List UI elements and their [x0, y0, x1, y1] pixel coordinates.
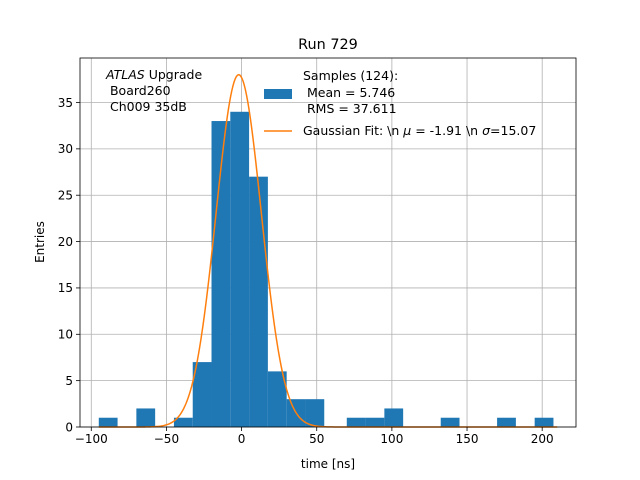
histogram-bar [267, 371, 287, 427]
legend-histogram-mean: Mean = 5.746 [303, 85, 395, 100]
x-tick-label: −100 [75, 432, 108, 446]
chart-title: Run 729 [298, 37, 358, 53]
histogram-bar [384, 408, 404, 427]
histogram-bar [365, 417, 385, 427]
x-axis-label: time [ns] [301, 457, 355, 471]
histogram-bar [497, 417, 516, 427]
x-tick-label: 150 [456, 432, 479, 446]
y-tick-label: 15 [58, 281, 73, 295]
atlas-label: ATLAS [105, 67, 145, 82]
y-tick-label: 0 [65, 420, 73, 434]
fit-label-prefix: Gaussian Fit: \n [303, 123, 403, 138]
y-tick-label: 20 [58, 235, 73, 249]
histogram-bar [173, 417, 193, 427]
legend-histogram-rms: RMS = 37.611 [303, 101, 397, 116]
histogram-bar [249, 176, 268, 427]
histogram-bar [346, 417, 366, 427]
histogram-bar [305, 399, 325, 427]
histogram-bars [98, 111, 554, 428]
legend-histogram-swatch [264, 89, 292, 99]
y-tick-label: 30 [58, 142, 73, 156]
legend-fit-label: Gaussian Fit: \n μ = -1.91 \n σ=15.07 [303, 123, 536, 138]
fit-mu-symbol: μ [402, 123, 411, 138]
y-tick-label: 5 [65, 374, 73, 388]
annotation-line-2: Board260 [106, 83, 171, 98]
x-tick-label: −50 [154, 432, 179, 446]
x-tick-label: 100 [380, 432, 403, 446]
histogram-bar [98, 417, 118, 427]
histogram-bar [534, 417, 554, 427]
upgrade-label: Upgrade [145, 67, 203, 82]
fit-label-mid: = -1.91 \n [411, 123, 482, 138]
histogram-bar [230, 111, 250, 428]
histogram-bar [136, 408, 156, 427]
fit-label-suffix: =15.07 [490, 123, 536, 138]
histogram-bar [440, 417, 460, 427]
histogram-bar [192, 362, 212, 427]
x-axis-ticks: −100 −50 0 50 100 150 200 [75, 427, 554, 446]
x-tick-label: 0 [238, 432, 246, 446]
y-tick-label: 10 [58, 328, 73, 342]
atlas-annotation: ATLAS Upgrade Board260 Ch009 35dB [105, 67, 202, 114]
x-tick-label: 50 [309, 432, 324, 446]
y-tick-label: 35 [58, 96, 73, 110]
legend-histogram-name: Samples (124): [303, 68, 398, 83]
fit-sigma-symbol: σ [482, 123, 491, 138]
y-axis-ticks: 0 5 10 15 20 25 30 35 [58, 96, 80, 434]
legend: Samples (124): Mean = 5.746 RMS = 37.611… [264, 68, 536, 138]
y-axis-label: Entries [33, 221, 47, 263]
annotation-line-3: Ch009 35dB [106, 99, 187, 114]
annotation-line-1: ATLAS Upgrade [105, 67, 202, 82]
y-tick-label: 25 [58, 189, 73, 203]
plot-frame [79, 57, 577, 428]
histogram-bar [211, 121, 231, 427]
x-tick-label: 200 [531, 432, 554, 446]
